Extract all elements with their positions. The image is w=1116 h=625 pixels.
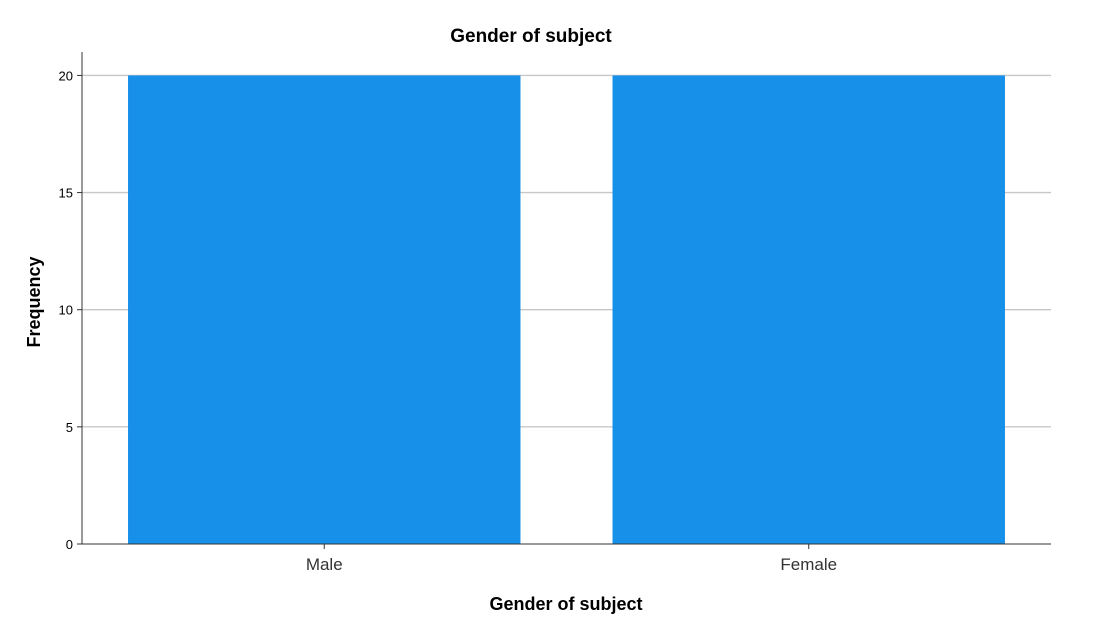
bar-female bbox=[612, 75, 1005, 544]
y-tick-label: 10 bbox=[59, 303, 73, 318]
bar-male bbox=[128, 75, 521, 544]
x-ticks: Male Female bbox=[306, 544, 837, 574]
x-tick-label-male: Male bbox=[306, 555, 343, 574]
y-axis-title: Frequency bbox=[24, 256, 44, 347]
y-tick-label: 15 bbox=[59, 186, 73, 201]
y-tick-label: 0 bbox=[66, 537, 73, 552]
y-tick-label: 20 bbox=[59, 68, 73, 83]
y-tick-label: 5 bbox=[66, 420, 73, 435]
x-tick-label-female: Female bbox=[780, 555, 837, 574]
y-ticks: 0 5 10 15 20 bbox=[59, 68, 82, 552]
x-axis-title: Gender of subject bbox=[489, 594, 642, 614]
axes bbox=[81, 52, 1051, 545]
chart-title: Gender of subject bbox=[450, 26, 612, 47]
bars bbox=[128, 75, 1005, 544]
